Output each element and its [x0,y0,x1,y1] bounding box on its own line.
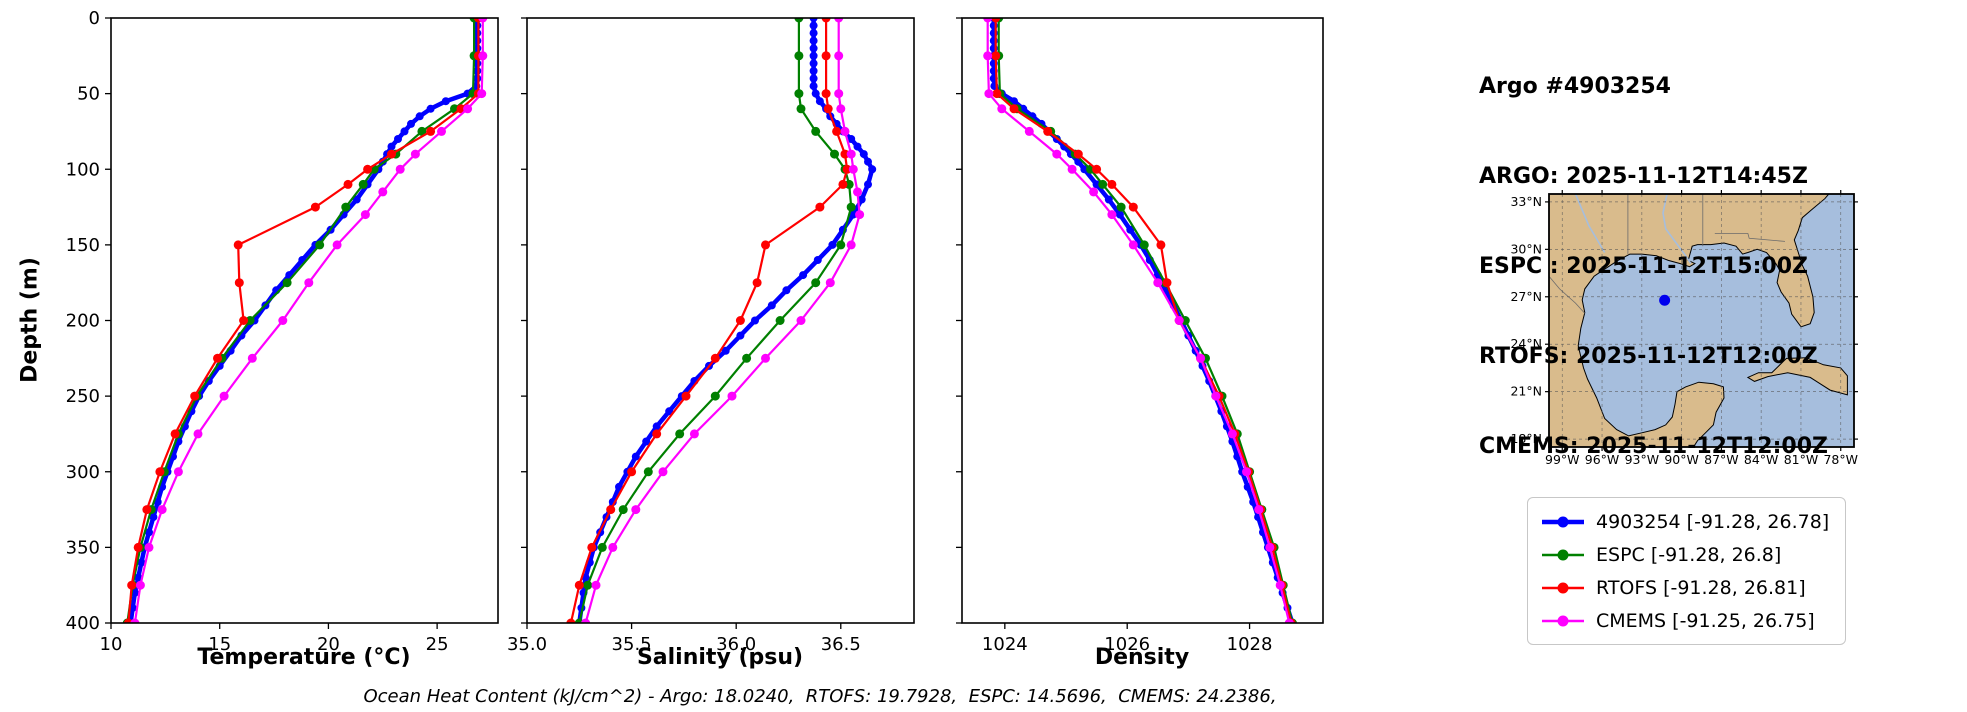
map-lat-label: 27°N [1510,289,1542,304]
series-4903254 [575,18,877,623]
legend-marker-icon [1542,516,1584,527]
map-land [1549,194,1830,447]
map-lon-label: 84°W [1744,452,1779,467]
x-tick-label: 15 [208,634,231,655]
y-tick-label: 50 [77,84,100,105]
map-lon-label: 99°W [1545,452,1580,467]
y-tick-label: 400 [66,613,100,634]
header-line-espc: ESPC : 2025-11-12T15:00Z [1479,254,1808,279]
x-axis-label-salinity: Salinity (psu) [636,645,804,670]
series-ESPC [994,18,1297,623]
series-RTOFS [566,18,852,623]
map-lat-label: 18°N [1510,431,1542,446]
map-lon-label: 96°W [1585,452,1620,467]
y-tick-label: 250 [66,386,100,407]
map-lon-label: 87°W [1704,452,1739,467]
y-axis-label: Depth (m) [17,257,43,383]
legend-entry: ESPC [-91.28, 26.8] [1540,540,1829,569]
map-lon-label: 78°W [1823,452,1858,467]
density-chart: 1024 1026 1028 [956,17,1324,655]
map-lon-label: 90°W [1664,452,1699,467]
y-tick-label: 300 [66,462,100,483]
x-tick-label: 1028 [1227,634,1273,655]
header-line-cmems: CMEMS: 2025-11-12T12:00Z [1479,434,1828,459]
x-tick-label: 1026 [1104,634,1150,655]
series-ESPC [122,18,479,623]
header-line-rtofs: RTOFS: 2025-11-12T12:00Z [1479,344,1818,369]
map-state-border [1549,275,1586,314]
x-tick-label: 35.5 [612,634,652,655]
series-4903254 [989,18,1297,623]
map-lat-label: 21°N [1510,384,1542,399]
legend-entry: 4903254 [-91.28, 26.78] [1540,507,1829,536]
map-state-border [1714,233,1786,242]
map-lat-label: 30°N [1510,241,1542,256]
legend-marker-icon [1542,615,1584,626]
map-river [1662,194,1692,265]
footer-caption: Ocean Heat Content (kJ/cm^2) - Argo: 18.… [363,686,1277,707]
x-tick-label: 35.0 [507,634,547,655]
x-axis-label-temperature: Temperature (°C) [197,645,411,670]
legend-entry: RTOFS [-91.28, 26.81] [1540,573,1829,602]
series-RTOFS [123,18,483,623]
y-tick-label: 200 [66,311,100,332]
map-lon-label: 81°W [1784,452,1819,467]
y-tick-label: 0 [89,8,100,29]
axes-frame [961,17,1324,624]
legend-marker-icon [1542,549,1584,560]
map-lat-label: 24°N [1510,336,1542,351]
legend-label: ESPC [-91.28, 26.8] [1596,543,1782,566]
legend-marker-icon [1542,582,1584,593]
x-tick-label: 10 [100,634,123,655]
salinity-chart: 35.0 35.5 36.0 36.5 [507,17,915,655]
series-CMEMS [130,18,488,623]
axes-frame [110,17,499,624]
header-line-argo: ARGO: 2025-11-12T14:45Z [1479,164,1808,189]
x-tick-label: 25 [426,634,449,655]
legend-label: RTOFS [-91.28, 26.81] [1596,576,1806,599]
map-river [1574,194,1606,253]
series-4903254 [126,18,482,623]
map-frame [1548,193,1855,448]
location-map: 99°W 96°W 93°W 90°W 87°W 84°W 81°W 78°W 18°N 21°N… [1510,190,1858,467]
map-lat-label: 33°N [1510,194,1542,209]
x-tick-label: 36.5 [821,634,861,655]
float-marker [1659,294,1671,306]
y-tick-label: 150 [66,235,100,256]
legend-entry: CMEMS [-91.25, 26.75] [1540,606,1829,635]
legend-label: CMEMS [-91.25, 26.75] [1596,609,1815,632]
map-land [1746,357,1848,396]
legend-label: 4903254 [-91.28, 26.78] [1596,510,1830,533]
x-tick-label: 1024 [982,634,1028,655]
y-tick-label: 350 [66,537,100,558]
y-tick-label: 100 [66,159,100,180]
x-tick-label: 20 [317,634,340,655]
header-block: Argo #4903254 ARGO: 2025-11-12T14:45Z ES… [1479,12,1828,522]
series-RTOFS [991,18,1296,623]
series-CMEMS [983,18,1294,623]
x-axis-label-density: Density [1094,645,1190,670]
series-CMEMS [581,18,865,623]
legend: 4903254 [-91.28, 26.78] ESPC [-91.28, 26.… [1527,497,1847,645]
series-ESPC [574,18,856,623]
x-tick-label: 36.0 [716,634,756,655]
axes-frame [526,17,915,624]
header-title: Argo #4903254 [1479,74,1671,99]
map-lon-label: 93°W [1625,452,1660,467]
